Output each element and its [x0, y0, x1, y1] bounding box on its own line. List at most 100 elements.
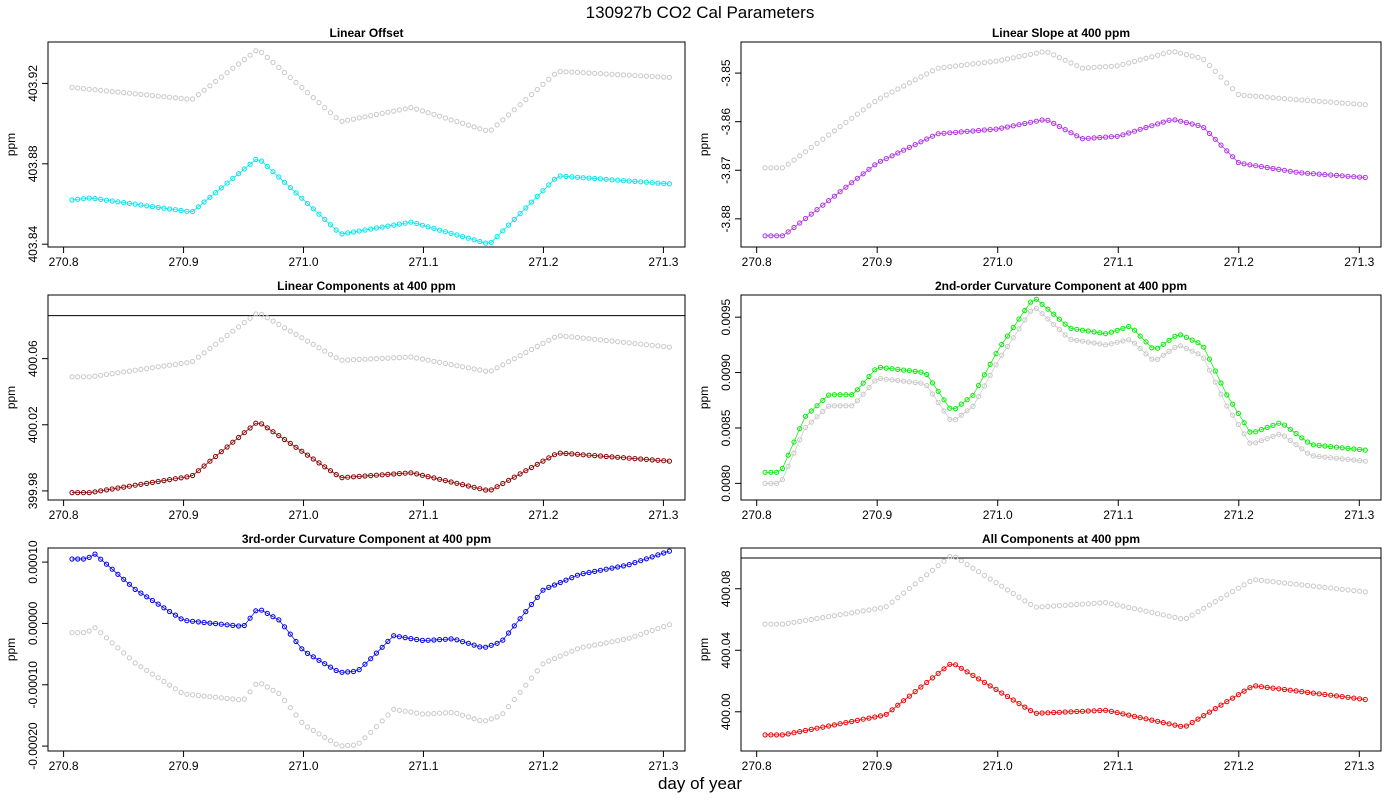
data-point [1258, 427, 1265, 433]
data-point [993, 58, 999, 64]
data-point [1264, 94, 1270, 100]
data-point [546, 337, 552, 343]
data-point [500, 362, 506, 368]
data-point [1039, 301, 1045, 307]
data-point [1241, 92, 1247, 99]
data-point [1103, 707, 1109, 713]
data-point [1039, 311, 1045, 317]
data-point [643, 456, 650, 462]
data-point [172, 612, 178, 618]
data-point [941, 666, 947, 672]
data-point [80, 630, 87, 636]
data-point [901, 698, 907, 704]
data-point [477, 717, 483, 724]
data-point [132, 586, 138, 593]
data-point [1097, 341, 1103, 347]
data-point [1328, 99, 1334, 105]
data-point [1247, 429, 1253, 435]
data-point [906, 368, 913, 374]
data-point [935, 131, 941, 137]
data-point [837, 612, 843, 618]
data-point [247, 615, 253, 621]
data-point [768, 469, 774, 475]
data-point [333, 227, 339, 233]
data-point [259, 311, 265, 318]
data-point [1299, 435, 1305, 441]
data-point [201, 463, 207, 469]
data-point [958, 412, 964, 418]
data-point [1235, 410, 1242, 417]
data-point [993, 126, 999, 132]
data-point [465, 483, 471, 489]
data-point [178, 616, 184, 622]
data-point [1028, 299, 1034, 305]
data-point [1224, 80, 1230, 86]
data-point [304, 452, 311, 458]
data-point [1074, 326, 1080, 332]
data-point [310, 727, 316, 734]
data-point [523, 205, 529, 211]
data-point [368, 656, 374, 662]
data-point [964, 128, 970, 134]
data-point [230, 439, 236, 445]
data-point [109, 371, 115, 377]
data-point [402, 470, 408, 476]
data-point [1143, 339, 1149, 345]
data-point [941, 130, 947, 136]
data-point [126, 655, 132, 661]
data-point [814, 414, 820, 420]
data-point [339, 669, 345, 675]
data-point [1276, 431, 1282, 437]
data-point [947, 64, 953, 70]
data-point [929, 133, 936, 139]
data-point [1333, 455, 1340, 461]
data-point [310, 341, 316, 347]
data-point [638, 631, 644, 637]
data-point [1264, 684, 1270, 691]
data-point [264, 425, 270, 431]
data-point [895, 595, 901, 601]
data-point [528, 675, 535, 681]
data-point [448, 230, 454, 236]
data-point [488, 127, 494, 133]
data-point [987, 59, 993, 65]
data-point [115, 645, 121, 651]
data-point [626, 562, 632, 568]
panel-title: Linear Offset [329, 26, 403, 40]
x-tick-label: 270.8 [49, 508, 79, 522]
y-axis-label: ppm [4, 133, 18, 156]
data-point [849, 610, 855, 616]
data-point [115, 485, 121, 491]
data-point [247, 689, 253, 695]
data-point [454, 119, 460, 125]
x-tick-label: 271.2 [1224, 759, 1254, 773]
data-point [877, 375, 884, 382]
data-point [941, 558, 947, 564]
data-point [849, 718, 855, 725]
data-point [316, 460, 322, 466]
data-point [379, 472, 385, 478]
data-point [517, 471, 523, 477]
data-point [155, 364, 161, 370]
data-point [953, 554, 959, 560]
data-point [797, 153, 803, 159]
data-point [138, 91, 144, 98]
data-point [970, 403, 976, 409]
x-tick-label: 271.0 [289, 759, 319, 773]
data-point [1051, 311, 1057, 317]
data-point [551, 71, 558, 77]
data-point [281, 325, 288, 331]
data-point [1114, 339, 1120, 345]
x-tick-label: 270.9 [169, 255, 199, 269]
data-point [98, 556, 104, 562]
data-point [431, 225, 437, 231]
data-point [316, 657, 322, 663]
data-point [1235, 421, 1242, 428]
data-point [414, 220, 420, 227]
data-point [1114, 63, 1120, 69]
data-point [1137, 333, 1143, 339]
data-point [837, 124, 843, 130]
data-point [471, 124, 477, 130]
y-tick-label: -3.88 [719, 205, 733, 233]
data-point [557, 450, 563, 456]
